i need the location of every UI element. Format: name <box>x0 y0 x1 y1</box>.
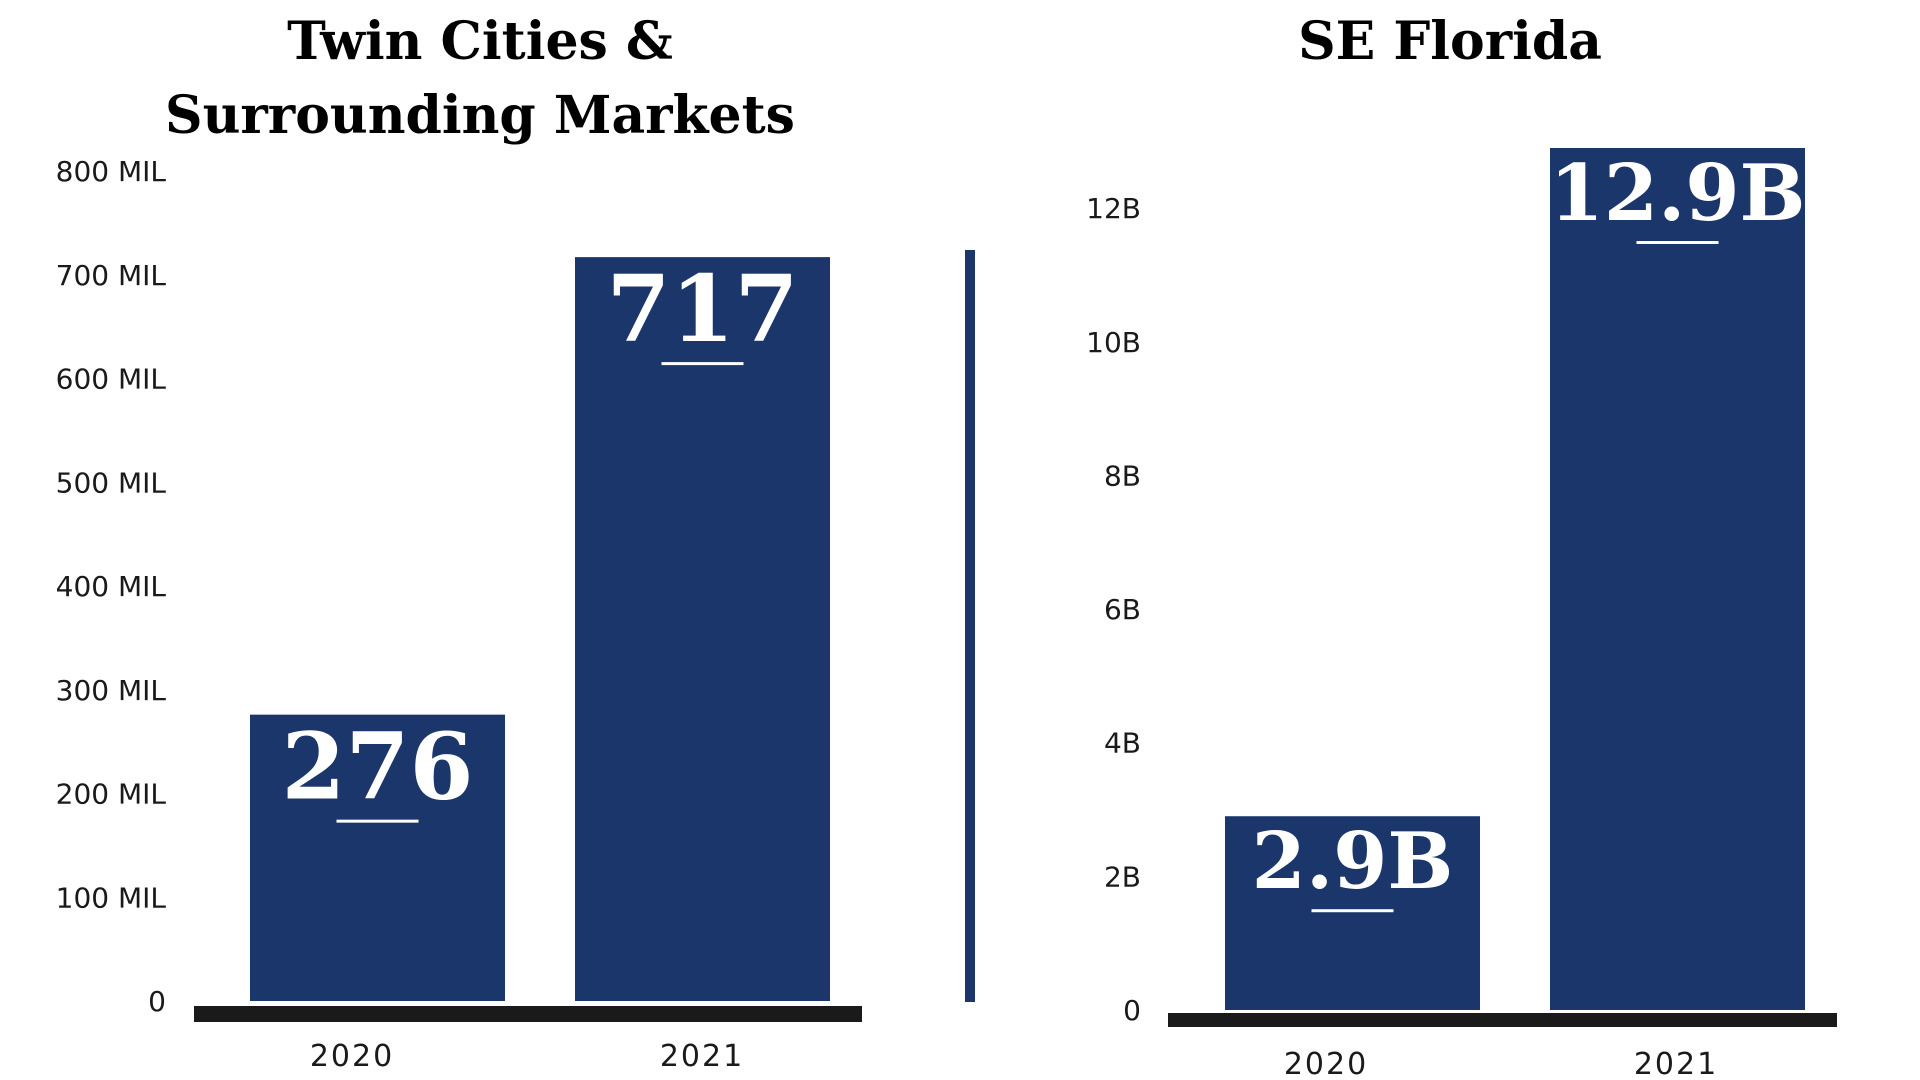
chart-title-line-1: Twin Cities & <box>287 11 673 72</box>
chart-divider <box>965 250 975 1002</box>
chart-title-twin-cities: Twin Cities & Surrounding Markets <box>120 5 840 153</box>
y-tick-label: 12B <box>1086 192 1141 225</box>
bar-value-underline <box>1311 909 1394 913</box>
bar-value-label: 276 <box>281 713 473 821</box>
y-tick-label: 10B <box>1086 326 1141 359</box>
chart-title-line-1: SE Florida <box>1298 11 1602 72</box>
bar-value-underline <box>1636 241 1719 244</box>
x-tick-label: 2021 <box>660 1039 744 1074</box>
y-tick-label: 8B <box>1104 459 1141 492</box>
chart-title-line-2: Surrounding Markets <box>165 85 795 146</box>
y-tick-label: 2B <box>1104 860 1141 893</box>
y-tick-label: 0 <box>148 985 166 1018</box>
bar-2021 <box>575 257 830 1001</box>
bar-value-underline <box>336 819 419 823</box>
bar-2020 <box>1225 816 1480 1010</box>
y-tick-label: 4B <box>1104 727 1141 760</box>
bar-2021 <box>1550 148 1805 1010</box>
x-tick-label: 2020 <box>310 1039 394 1074</box>
y-tick-label: 500 MIL <box>56 466 167 499</box>
x-tick-label: 2020 <box>1284 1047 1368 1080</box>
y-tick-label: 6B <box>1104 593 1141 626</box>
chart-title-se-florida: SE Florida <box>1160 5 1740 79</box>
x-tick-label: 2021 <box>1634 1047 1718 1080</box>
y-tick-label: 200 MIL <box>56 778 167 811</box>
bar-value-label: 12.9B <box>1550 148 1806 239</box>
y-tick-label: 600 MIL <box>56 363 167 396</box>
bar-2020 <box>250 714 505 1001</box>
y-tick-label: 0 <box>1123 994 1141 1027</box>
y-tick-label: 800 MIL <box>56 155 167 188</box>
bar-value-label: 717 <box>606 255 798 363</box>
y-tick-label: 400 MIL <box>56 570 167 603</box>
y-tick-label: 700 MIL <box>56 259 167 292</box>
bar-value-label: 2.9B <box>1252 816 1454 907</box>
x-axis-baseline <box>1168 1013 1837 1027</box>
bar-value-underline <box>661 362 744 366</box>
y-tick-label: 100 MIL <box>56 881 167 914</box>
x-axis-baseline <box>194 1006 862 1022</box>
y-tick-label: 300 MIL <box>56 674 167 707</box>
